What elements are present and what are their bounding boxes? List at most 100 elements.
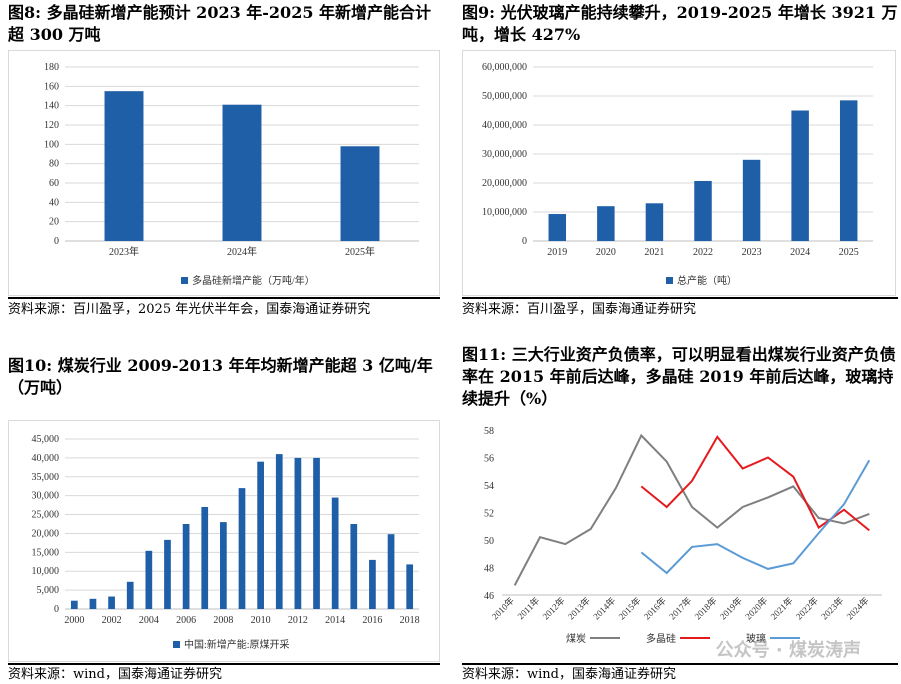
legend-swatch bbox=[666, 277, 673, 284]
series-line-煤炭 bbox=[513, 433, 870, 586]
bar bbox=[70, 600, 78, 609]
x-tick-label: 2015年 bbox=[616, 595, 643, 622]
x-tick-label: 2021 bbox=[644, 247, 664, 258]
bar bbox=[597, 206, 615, 241]
x-tick-label: 2012 bbox=[288, 615, 308, 626]
series-line-玻璃 bbox=[640, 459, 871, 575]
y-tick-label: 35,000 bbox=[32, 472, 60, 483]
y-tick-label: 140 bbox=[44, 101, 59, 112]
legend-label: 煤炭 bbox=[566, 632, 586, 645]
y-tick-label: 25,000 bbox=[32, 510, 60, 521]
bar bbox=[340, 146, 380, 241]
y-tick-label: 20,000 bbox=[32, 528, 60, 539]
y-tick-label: 120 bbox=[44, 120, 59, 131]
y-tick-label: 80 bbox=[49, 159, 59, 170]
y-tick-label: 48 bbox=[484, 564, 494, 575]
y-tick-label: 60,000,000 bbox=[482, 62, 527, 73]
x-tick-label: 2019 bbox=[547, 247, 567, 258]
figure-8-title: 图8: 多晶硅新增产能预计 2023 年-2025 年新增产能合计超 300 万… bbox=[8, 3, 432, 44]
x-tick-label: 2010 bbox=[251, 615, 271, 626]
y-tick-label: 58 bbox=[484, 426, 494, 437]
x-tick-label: 2000 bbox=[64, 615, 84, 626]
bar bbox=[164, 539, 171, 609]
x-tick-label: 2024年 bbox=[227, 245, 257, 258]
y-tick-label: 180 bbox=[44, 62, 59, 73]
x-tick-label: 2014 bbox=[325, 615, 345, 626]
bar bbox=[369, 559, 376, 609]
x-tick-label: 2008 bbox=[213, 615, 233, 626]
y-tick-label: 100 bbox=[44, 139, 59, 150]
figure-10-title: 图10: 煤炭行业 2009-2013 年年均新增产能超 3 亿吨/年（万吨） bbox=[8, 356, 433, 397]
x-tick-label: 2011年 bbox=[515, 595, 542, 622]
figure-11-source: 资料来源：wind，国泰海通证券研究 bbox=[462, 667, 676, 682]
y-tick-label: 54 bbox=[484, 481, 494, 492]
x-tick-label: 2004 bbox=[139, 615, 159, 626]
figure-11-rule bbox=[462, 663, 898, 665]
bar bbox=[791, 110, 809, 241]
figure-10-source: 资料来源：wind，国泰海通证券研究 bbox=[8, 667, 222, 682]
x-tick-label: 2023年 bbox=[109, 245, 139, 258]
y-tick-label: 40,000,000 bbox=[482, 120, 527, 131]
bar bbox=[275, 454, 283, 609]
bar bbox=[126, 581, 134, 609]
x-tick-label: 2020 bbox=[596, 247, 616, 258]
x-tick-label: 2024年 bbox=[844, 595, 871, 622]
legend-label: 总产能（吨） bbox=[677, 274, 737, 287]
x-tick-label: 2020年 bbox=[743, 595, 770, 622]
y-tick-label: 30,000,000 bbox=[482, 149, 527, 160]
bar bbox=[331, 497, 339, 609]
x-tick-label: 2016年 bbox=[641, 595, 668, 622]
bar bbox=[313, 457, 320, 609]
y-tick-label: 0 bbox=[54, 236, 59, 247]
bar bbox=[89, 598, 97, 609]
figure-9-source: 资料来源：百川盈孚，国泰海通证券研究 bbox=[462, 302, 697, 317]
figure-9-rule bbox=[462, 297, 898, 299]
bar bbox=[257, 461, 264, 609]
y-tick-label: 20 bbox=[49, 217, 59, 228]
y-tick-label: 50,000,000 bbox=[482, 91, 527, 102]
y-tick-label: 52 bbox=[484, 509, 494, 520]
figure-8-rule bbox=[8, 297, 440, 299]
figure-9-chart: 0 10,000,000 20,000,000 30,000,000 40,000,00… bbox=[462, 50, 896, 296]
x-tick-label: 2019年 bbox=[717, 595, 744, 622]
y-tick-label: 30,000 bbox=[32, 491, 60, 502]
y-tick-label: 20,000,000 bbox=[482, 178, 527, 189]
x-tick-label: 2016 bbox=[362, 615, 382, 626]
bar bbox=[694, 180, 712, 241]
legend-swatch bbox=[181, 277, 188, 284]
watermark: 公众号 · 煤炭涛声 bbox=[715, 640, 861, 661]
x-tick-label: 2025年 bbox=[345, 245, 375, 258]
bar bbox=[108, 596, 115, 609]
y-tick-label: 5,000 bbox=[37, 585, 60, 596]
x-tick-label: 2017年 bbox=[667, 595, 694, 622]
figure-11-chart: 46 48 50 52 54 56 58 2010年 2011年 2012年 2013年 2014年 2… bbox=[462, 420, 894, 660]
figure-11-title: 图11: 三大行业资产负债率，可以明显看出煤炭行业资产负债率在 2015 年前后… bbox=[462, 345, 896, 408]
figure-8-chart: 0 20 40 60 80 100 120 140 160 180 2023年 2024年 2025年多… bbox=[8, 50, 440, 296]
bar bbox=[182, 524, 190, 609]
x-tick-label: 2002 bbox=[102, 615, 122, 626]
y-tick-label: 0 bbox=[54, 604, 59, 615]
bar bbox=[548, 214, 567, 241]
y-tick-label: 10,000 bbox=[32, 566, 60, 577]
x-tick-label: 2022年 bbox=[793, 595, 820, 622]
figure-8-svg: 0 20 40 60 80 100 120 140 160 180 2023年 2024年 2025年多… bbox=[44, 62, 419, 287]
x-tick-label: 2018 bbox=[400, 615, 420, 626]
legend-label: 中国:新增产能:原煤开采 bbox=[184, 638, 290, 651]
legend-label: 玻璃 bbox=[746, 632, 766, 645]
y-tick-label: 40,000 bbox=[32, 453, 60, 464]
x-tick-label: 2023年 bbox=[819, 595, 846, 622]
legend-label: 多晶硅 bbox=[646, 632, 676, 645]
bar bbox=[145, 550, 153, 609]
x-tick-label: 2014年 bbox=[591, 595, 618, 622]
y-tick-label: 45,000 bbox=[32, 434, 60, 445]
x-tick-label: 2013年 bbox=[565, 595, 592, 622]
legend-swatch bbox=[173, 641, 180, 648]
bar bbox=[350, 524, 358, 609]
x-tick-label: 2022 bbox=[693, 247, 713, 258]
y-tick-label: 40 bbox=[49, 197, 59, 208]
y-tick-label: 56 bbox=[484, 454, 494, 465]
bar bbox=[104, 91, 144, 241]
legend-label: 多晶硅新增产能（万吨/年） bbox=[192, 274, 315, 287]
x-tick-label: 2025 bbox=[839, 247, 859, 258]
x-tick-label: 2024 bbox=[790, 247, 810, 258]
